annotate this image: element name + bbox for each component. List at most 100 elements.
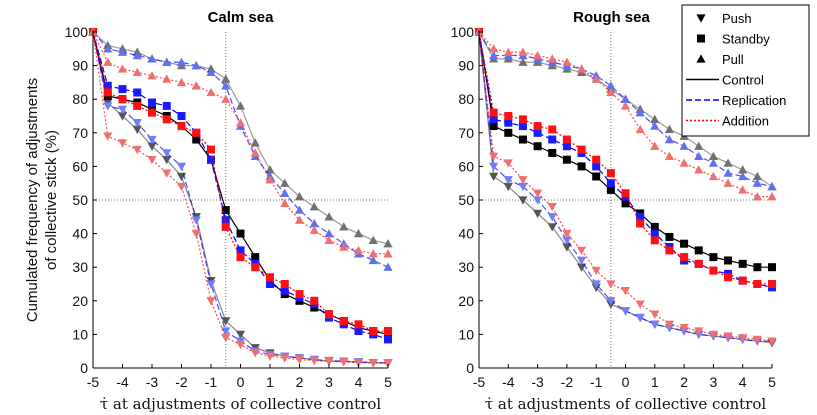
data-point xyxy=(664,151,675,160)
data-point xyxy=(354,327,363,336)
data-point xyxy=(503,182,513,192)
data-point xyxy=(694,246,703,255)
data-point xyxy=(768,280,776,288)
data-point xyxy=(606,169,615,178)
data-point xyxy=(221,216,230,225)
data-point xyxy=(636,212,645,221)
data-point xyxy=(533,122,542,131)
data-point xyxy=(295,290,304,299)
data-point xyxy=(723,168,733,177)
data-point xyxy=(221,222,230,231)
y-tick-label: 60 xyxy=(72,158,88,174)
data-point xyxy=(206,87,216,97)
data-point xyxy=(650,236,659,245)
y-tick-label: 20 xyxy=(458,293,474,309)
data-point xyxy=(221,81,231,90)
series-standby-addition xyxy=(89,28,392,336)
data-point xyxy=(250,138,260,147)
data-point xyxy=(533,50,543,60)
data-point xyxy=(621,189,630,198)
x-tick-label: 1 xyxy=(651,374,659,390)
data-point xyxy=(592,172,601,181)
y-tick-label: 100 xyxy=(65,24,89,40)
data-point xyxy=(280,280,289,288)
data-point xyxy=(147,142,157,151)
y-tick-label: 100 xyxy=(451,24,475,40)
data-point xyxy=(504,128,513,137)
y-tick-label: 40 xyxy=(72,226,88,242)
data-point xyxy=(251,253,260,262)
x-tick-label: 0 xyxy=(237,374,245,390)
data-point xyxy=(384,335,392,344)
data-point xyxy=(383,239,393,248)
data-point xyxy=(694,151,704,160)
y-tick-label: 70 xyxy=(72,125,88,141)
data-point xyxy=(708,151,718,160)
data-point xyxy=(368,249,378,258)
data-point xyxy=(118,95,127,104)
data-point xyxy=(503,159,513,168)
data-point xyxy=(489,152,499,161)
data-point xyxy=(606,280,616,289)
data-point xyxy=(548,135,557,144)
data-point xyxy=(723,178,733,187)
data-point xyxy=(117,64,128,73)
data-point xyxy=(206,280,216,289)
data-point xyxy=(562,236,572,245)
x-tick-label: 4 xyxy=(739,374,747,390)
y-tick-label: 0 xyxy=(80,360,88,376)
x-tick-label: -1 xyxy=(590,374,603,390)
data-point xyxy=(162,74,172,83)
data-point xyxy=(250,349,260,358)
data-point xyxy=(606,81,616,90)
data-point xyxy=(325,310,333,319)
data-point xyxy=(592,162,601,171)
y-axis-label: Cumulated frequency of adjustments of col… xyxy=(24,78,60,322)
x-tick-label: 1 xyxy=(266,374,274,390)
data-point xyxy=(265,165,275,174)
data-point xyxy=(339,316,348,325)
data-point xyxy=(162,101,171,110)
legend-box xyxy=(681,4,810,137)
data-point xyxy=(177,122,186,131)
series-push-control xyxy=(88,28,393,368)
data-point xyxy=(723,332,733,341)
data-point xyxy=(280,354,290,363)
data-point xyxy=(752,171,762,181)
data-point xyxy=(221,334,231,343)
panel-rough-sea: -5 -4 -3 -2 -1 0 1 2 3 4 50102030405060708090100Ro… xyxy=(451,9,777,413)
data-point xyxy=(353,245,364,255)
data-point xyxy=(636,219,645,228)
data-point xyxy=(309,218,319,228)
data-point xyxy=(709,253,718,262)
data-point xyxy=(280,188,290,197)
data-point xyxy=(489,162,499,171)
data-point xyxy=(753,280,762,288)
data-point xyxy=(132,67,142,76)
data-point xyxy=(324,212,334,221)
data-point xyxy=(576,263,587,272)
data-point xyxy=(518,47,528,56)
data-point xyxy=(635,313,645,323)
data-point xyxy=(294,192,305,201)
data-point xyxy=(103,88,112,97)
y-tick-label: 40 xyxy=(458,226,474,242)
x-tick-label: -1 xyxy=(205,374,218,390)
data-point xyxy=(518,115,527,124)
data-point xyxy=(576,64,587,73)
data-point xyxy=(753,263,762,272)
data-point xyxy=(665,232,674,241)
legend-label-pull: Pull xyxy=(722,52,744,67)
data-point xyxy=(147,54,157,63)
data-point xyxy=(767,181,777,191)
data-point xyxy=(489,122,498,131)
data-point xyxy=(650,310,660,319)
data-point xyxy=(620,307,631,316)
data-point xyxy=(518,176,528,185)
data-point xyxy=(132,125,142,135)
data-point xyxy=(679,158,689,167)
data-point xyxy=(383,262,393,271)
data-point xyxy=(162,169,172,178)
data-point xyxy=(294,215,305,224)
data-point xyxy=(606,297,616,306)
